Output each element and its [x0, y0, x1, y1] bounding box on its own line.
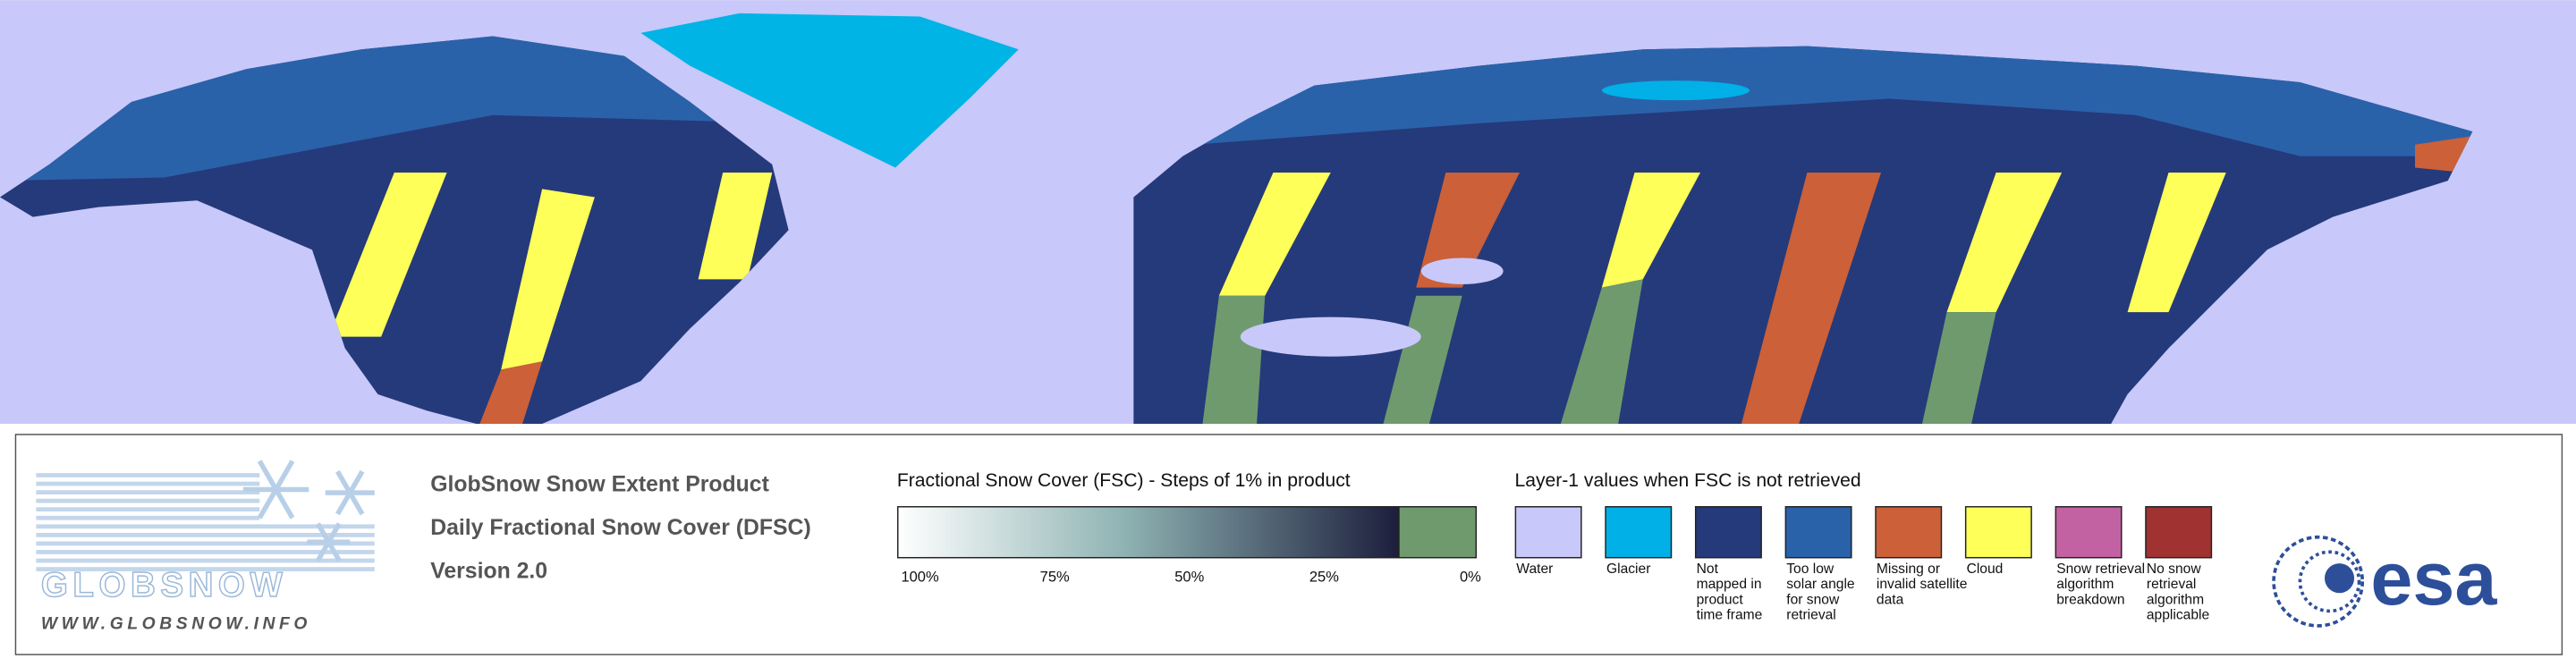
layer-label: Snow retrieval: [2056, 561, 2145, 577]
logo-stripe: [36, 524, 375, 529]
fsc-label: 75%: [1040, 568, 1070, 585]
logo-url: WWW.GLOBSNOW.INFO: [41, 615, 311, 634]
layer-label: Missing or: [1877, 561, 1940, 577]
logo-stripe: [36, 532, 375, 537]
fsc-label: 100%: [901, 568, 939, 585]
esa-logo: esa: [2272, 535, 2497, 628]
layer-swatch: [2055, 506, 2123, 559]
snowflake-arm: [347, 491, 365, 516]
logo-stripe: [36, 567, 375, 571]
snowflake-arm: [335, 491, 352, 516]
fsc-gradient: [897, 506, 1400, 559]
layer-swatch: [1964, 506, 2032, 559]
layer-label: for snow: [1786, 592, 1840, 607]
globsnow-logo: [36, 460, 375, 571]
product-title: GlobSnow Snow Extent Product Daily Fracti…: [430, 472, 810, 583]
fsc-title: Fractional Snow Cover (FSC) - Steps of 1…: [897, 470, 1351, 491]
fsc-label: 25%: [1309, 568, 1339, 585]
fsc-zero-swatch: [1398, 506, 1478, 559]
layer-swatch: [1875, 506, 1943, 559]
fsc-label: 0%: [1460, 568, 1481, 585]
logo-stripe: [36, 558, 375, 563]
layer-label: solar angle: [1786, 577, 1854, 592]
layer-label: retrieval: [1786, 607, 1836, 622]
logo-stripe: [36, 550, 375, 554]
agency-name: esa: [2370, 536, 2497, 621]
snowflake-arm: [316, 522, 331, 544]
layer-label: data: [1877, 592, 1904, 607]
layer-swatch: [1694, 506, 1762, 559]
product-line: Daily Fractional Snow Cover (DFSC): [430, 516, 810, 540]
layer-label: breakdown: [2056, 592, 2124, 607]
layer-label: algorithm: [2147, 592, 2204, 607]
logo-name: GLOBSNOW: [41, 566, 287, 604]
layer-swatch: [2145, 506, 2213, 559]
layer-label: product: [1697, 592, 1744, 607]
fsc-labels: 100% 75% 50% 25% 0%: [901, 568, 1481, 585]
snowflake-arm: [257, 488, 278, 519]
layer-title: Layer-1 values when FSC is not retrieved: [1514, 470, 1860, 491]
layer-label: algorithm: [2056, 577, 2114, 592]
layer-label: time frame: [1697, 607, 1763, 622]
layer-swatch: [1784, 506, 1852, 559]
layer-label: mapped in: [1697, 577, 1762, 592]
logo-stripe: [36, 541, 375, 546]
greenland: [640, 13, 1019, 168]
layer-label: Not: [1697, 561, 1719, 577]
layer-label: retrieval: [2147, 577, 2197, 592]
map: [0, 0, 2576, 425]
logo-stripe: [36, 515, 260, 520]
snowflake-arm: [326, 522, 342, 544]
layer-swatch: [1605, 506, 1673, 559]
sea: [1420, 258, 1504, 284]
logo-stripe: [36, 490, 260, 494]
snowflake-arm: [257, 460, 278, 491]
snowflake-arm: [347, 469, 365, 494]
snowflake-arm: [326, 540, 342, 562]
snowflake-arm: [274, 488, 295, 519]
snowflake-arm: [316, 540, 331, 562]
layer-label: Water: [1516, 561, 1553, 577]
glacier: [1601, 80, 1750, 101]
product-line: GlobSnow Snow Extent Product: [430, 472, 769, 496]
snowflake-arm: [335, 469, 352, 494]
layer-label: applicable: [2147, 607, 2209, 622]
fsc-label: 50%: [1174, 568, 1204, 585]
layer-label: invalid satellite: [1877, 577, 1968, 592]
product-line: Version 2.0: [430, 560, 547, 584]
layer-label: Glacier: [1606, 561, 1650, 577]
logo-stripe: [36, 473, 260, 477]
logo-stripe: [36, 507, 260, 512]
logo-stripe: [36, 498, 260, 503]
layer-label: Too low: [1786, 561, 1835, 577]
snowflake-arm: [274, 460, 295, 491]
sea: [1240, 317, 1421, 357]
layer-label: No snow: [2147, 561, 2201, 577]
logo-stripe: [36, 481, 260, 486]
layer-swatch: [1514, 506, 1582, 559]
layer-label: Cloud: [1967, 561, 2004, 577]
